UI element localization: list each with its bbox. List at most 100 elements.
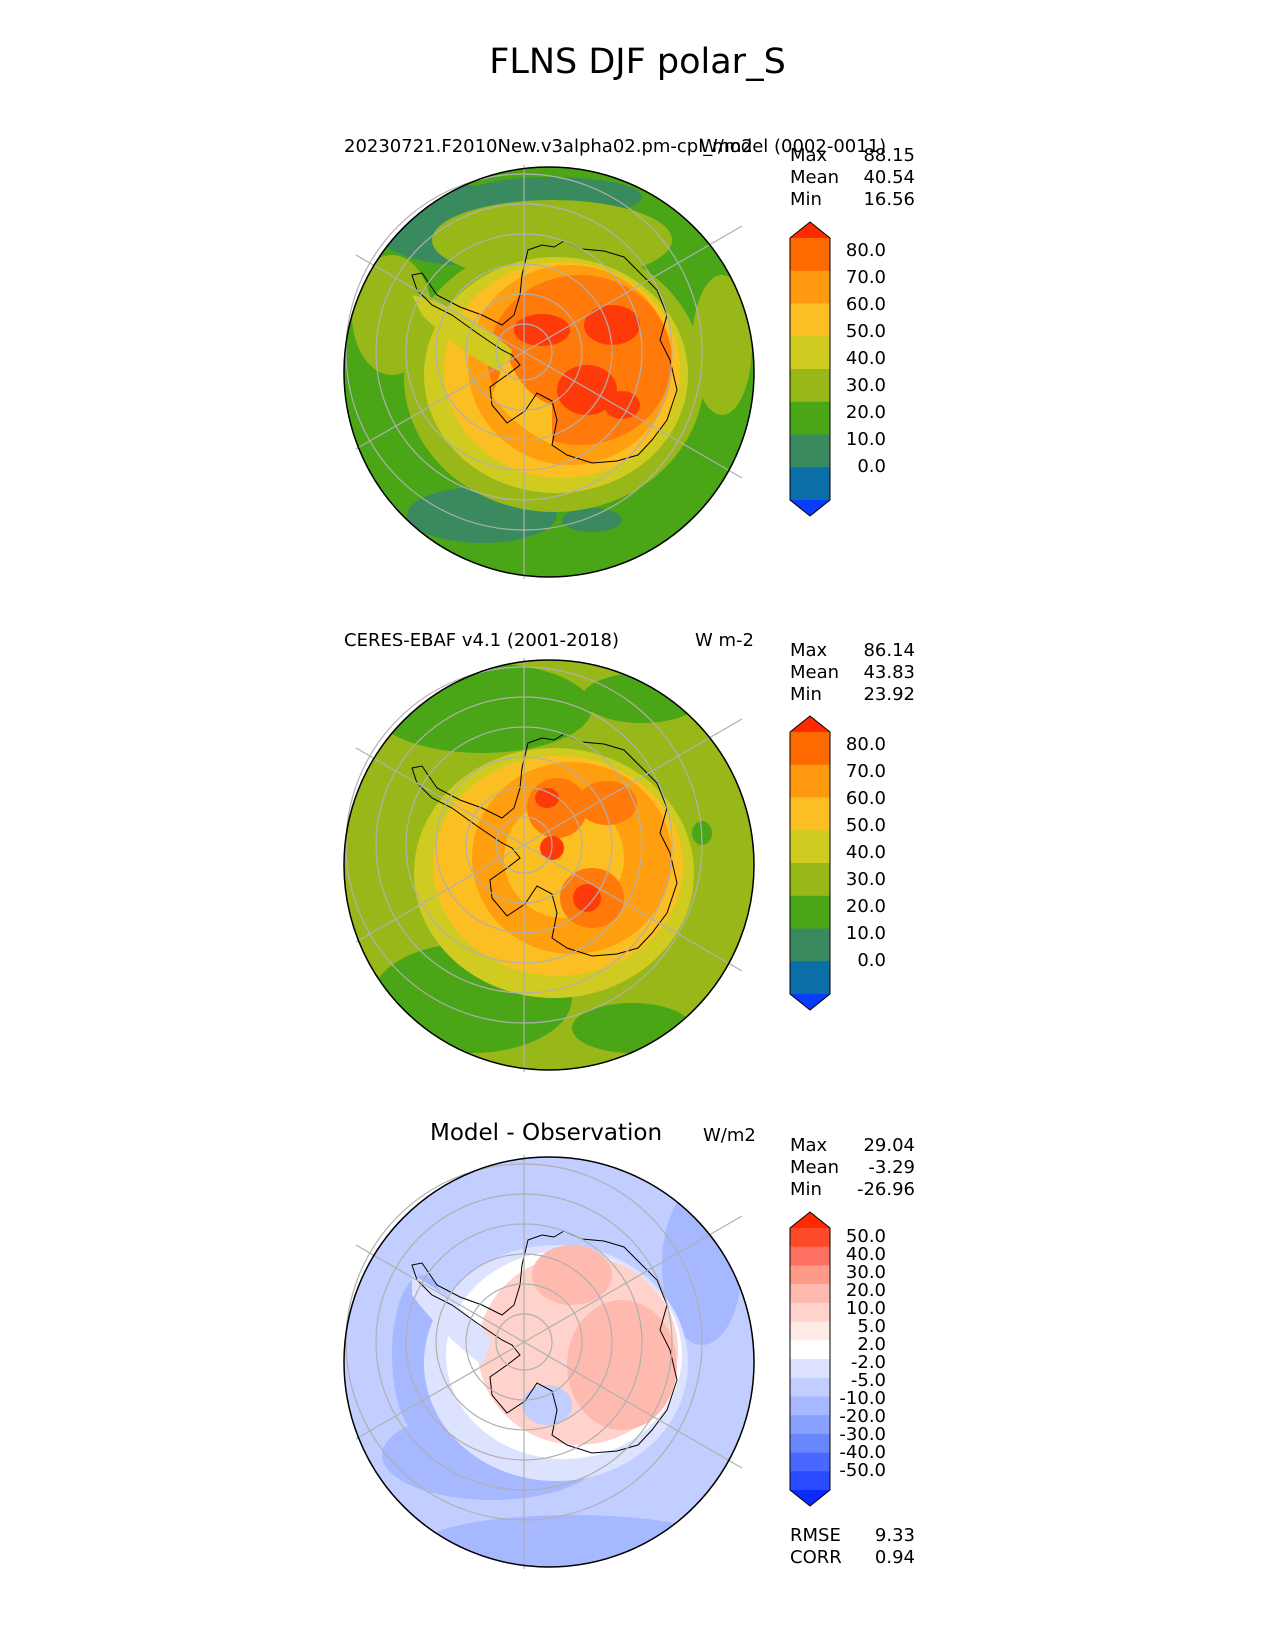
colorbar-tick-label: 10.0: [845, 429, 886, 450]
panel-1-polar-map: [343, 165, 755, 579]
panel-1-colorbar: [789, 221, 831, 517]
colorbar-tick-label: 70.0: [845, 761, 886, 782]
colorbar-outline: [789, 221, 831, 517]
colorbar-tick-label: 50.0: [845, 815, 886, 836]
teal-patch-s: [562, 508, 622, 532]
ross-blue: [522, 1385, 572, 1425]
orange-patch-2: [577, 781, 637, 825]
graticule: [345, 165, 743, 579]
colorbar-segment: [790, 303, 830, 337]
panel-3-units: W/m2: [703, 1125, 756, 1146]
panel-3-max-value: 29.04: [863, 1135, 915, 1156]
panel-1-min-label: Min: [790, 189, 822, 210]
colorbar-tick-label: 10.0: [845, 923, 886, 944]
panel-1-subtitle: 20230721.F2010New.v3alpha02.pm-cpl_model…: [344, 136, 887, 157]
colorbar-cap-bottom: [790, 500, 830, 516]
green-patch-n: [372, 663, 592, 753]
colorbar-tick-label: -30.0: [839, 1424, 886, 1445]
colorbar-tick-label: -20.0: [839, 1406, 886, 1427]
colorbar-tick-label: 30.0: [845, 869, 886, 890]
pink-north: [532, 1245, 612, 1305]
colorbar-segment: [790, 1415, 830, 1435]
colorbar-segment: [790, 1246, 830, 1266]
figure-title: FLNS DJF polar_S: [489, 42, 786, 82]
panel-2-max-label: Max: [790, 640, 828, 661]
panel-3-mean-label: Mean: [790, 1157, 840, 1178]
colorbar-segment: [790, 1284, 830, 1304]
colorbar-segment: [790, 467, 830, 501]
panel-2-min-value: 23.92: [863, 684, 915, 705]
colorbar-segment: [790, 270, 830, 304]
colorbar-segment: [790, 797, 830, 831]
panel-3-colorbar: [789, 1211, 831, 1507]
green-patch-ne: [582, 673, 702, 723]
colorbar-tick-label: 50.0: [845, 1226, 886, 1247]
panel-2-units: W m-2: [695, 630, 755, 651]
colorbar-segment: [790, 1265, 830, 1285]
graticule: [345, 658, 743, 1072]
panel-1-mean-label: Mean: [790, 167, 840, 188]
colorbar-tick-label: 0.0: [857, 950, 886, 971]
colorbar-segment: [790, 1377, 830, 1397]
colorbar-tick-label: 70.0: [845, 267, 886, 288]
corr-label: CORR: [790, 1547, 842, 1568]
panel-2-polar-map: [343, 658, 755, 1072]
colorbar-segment: [790, 369, 830, 403]
panel-3-mean-value: -3.29: [868, 1157, 915, 1178]
colorbar-segment: [790, 830, 830, 864]
colorbar-tick-label: 30.0: [845, 1262, 886, 1283]
colorbar-cap-bottom: [790, 994, 830, 1010]
colorbar-tick-label: 40.0: [845, 842, 886, 863]
colorbar-segment: [790, 1340, 830, 1360]
colorbar-tick-label: -10.0: [839, 1388, 886, 1409]
colorbar-tick-label: 80.0: [845, 734, 886, 755]
colorbar-outline: [789, 1211, 831, 1507]
colorbar-tick-label: 80.0: [845, 240, 886, 261]
colorbar-segment: [790, 928, 830, 962]
panel-3-polar-map: [343, 1155, 755, 1569]
panel-3-min-value: -26.96: [856, 1179, 915, 1200]
colorbar-tick-label: 0.0: [857, 456, 886, 477]
panel-1-max-value: 88.15: [863, 145, 915, 166]
colorbar-segment: [790, 1228, 830, 1248]
panel-1-units: W/m2: [700, 136, 753, 157]
panel-2-mean-label: Mean: [790, 662, 840, 683]
colorbar-segment: [790, 401, 830, 435]
red-patch-3: [557, 365, 617, 415]
panel-2-mean-value: 43.83: [863, 662, 915, 683]
peninsula-field: [412, 295, 512, 375]
colorbar-tick-label: 60.0: [845, 294, 886, 315]
colorbar-segment: [790, 1396, 830, 1416]
colorbar-tick-label: 40.0: [845, 348, 886, 369]
colorbar-segment: [790, 961, 830, 995]
antarctica-coastline: [411, 733, 678, 957]
pink-east: [567, 1300, 677, 1430]
colorbar-segment: [790, 764, 830, 798]
colorbar-segment: [790, 863, 830, 897]
colorbar-tick-label: -40.0: [839, 1442, 886, 1463]
panel-2-max-value: 86.14: [863, 640, 915, 661]
antarctica-coastline: [411, 1230, 678, 1454]
colorbar-outline: [789, 715, 831, 1011]
ross-field: [492, 355, 552, 445]
map-boundary: [343, 659, 755, 1071]
panel-1-mean-value: 40.54: [863, 167, 915, 188]
map-boundary: [343, 1156, 755, 1568]
colorbar-cap-top: [790, 716, 830, 732]
peninsula-field: [412, 1275, 492, 1365]
colorbar-tick-label: 2.0: [857, 1334, 886, 1355]
colorbar-tick-label: -50.0: [839, 1460, 886, 1481]
panel-2-min-label: Min: [790, 684, 822, 705]
panel-3-max-label: Max: [790, 1135, 828, 1156]
antarctica-coastline: [411, 240, 678, 464]
colorbar-tick-label: 40.0: [845, 1244, 886, 1265]
colorbar-segment: [790, 895, 830, 929]
colorbar-tick-label: 30.0: [845, 375, 886, 396]
colorbar-segment: [790, 434, 830, 468]
panel-2-colorbar: [789, 715, 831, 1011]
colorbar-tick-label: 10.0: [845, 1298, 886, 1319]
olive-patch-e: [692, 275, 752, 415]
colorbar-segment: [790, 238, 830, 272]
map-boundary: [343, 166, 755, 578]
colorbar-tick-label: 5.0: [857, 1316, 886, 1337]
